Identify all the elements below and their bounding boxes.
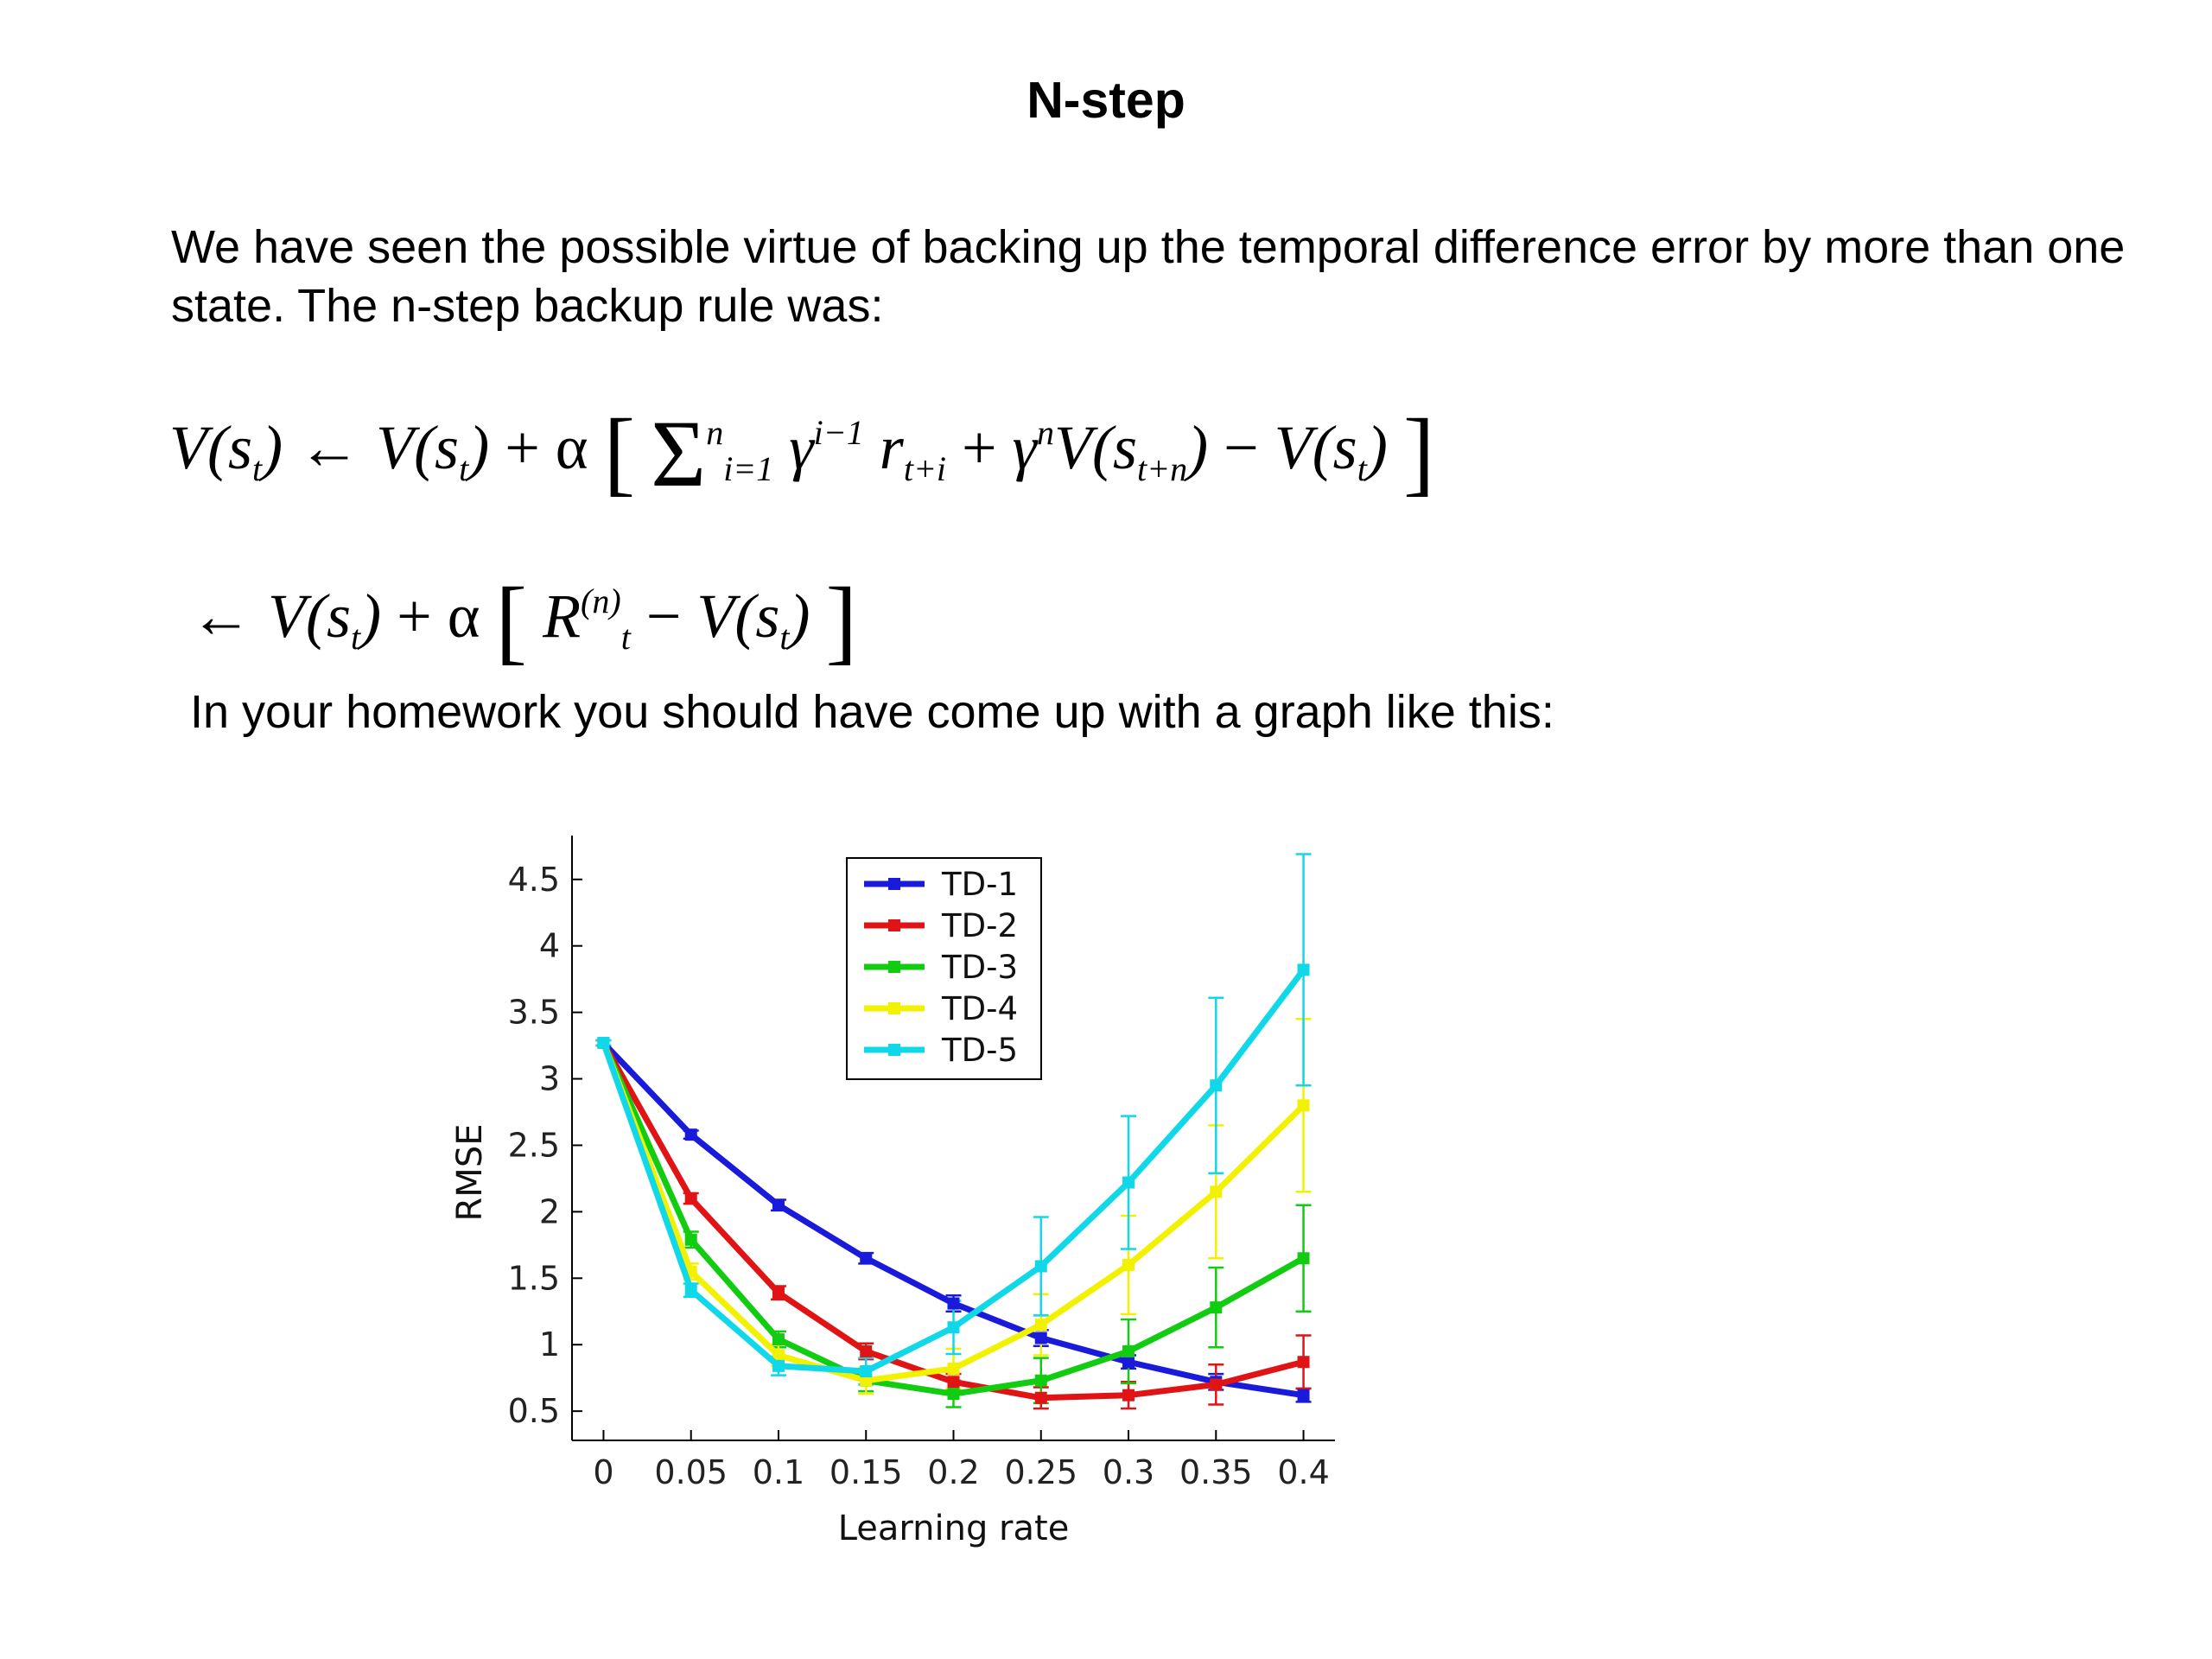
eq-sum-n: n — [706, 413, 724, 452]
data-point — [947, 1362, 960, 1375]
data-point — [1122, 1389, 1135, 1402]
data-point — [1210, 1079, 1223, 1092]
data-point — [1122, 1344, 1135, 1357]
data-point — [772, 1359, 785, 1372]
data-point — [772, 1333, 785, 1346]
rmse-chart: 0.5 1 1.5 2 2.5 3 3.5 4 4.5 0 0.05 0.1 0.15 0.2 0.25 0.… — [450, 836, 1335, 1548]
legend-marker — [888, 1044, 900, 1056]
eq2-bracket-close: ] — [825, 568, 858, 673]
eq-v: V(s — [376, 413, 460, 482]
data-point — [1034, 1332, 1047, 1344]
x-tick-label: 0.1 — [753, 1453, 804, 1491]
y-tick-label: 1 — [539, 1325, 560, 1363]
data-point — [1297, 1252, 1310, 1265]
legend-label: TD-5 — [941, 1032, 1018, 1069]
data-point — [947, 1297, 960, 1310]
legend-label: TD-2 — [941, 907, 1018, 944]
legend-label: TD-4 — [941, 990, 1018, 1027]
x-tick-label: 0.4 — [1277, 1453, 1329, 1491]
data-point — [860, 1365, 873, 1377]
data-point — [684, 1233, 697, 1246]
legend-marker — [888, 1002, 900, 1014]
data-point — [772, 1198, 785, 1211]
eq-sub-t2: t — [459, 449, 469, 488]
slide-title: N-step — [1027, 72, 1185, 129]
data-point — [1034, 1260, 1047, 1273]
x-tick-label: 0.05 — [654, 1453, 728, 1491]
eq2-bracket-open: [ — [495, 568, 528, 673]
data-point — [1297, 963, 1310, 976]
data-point — [947, 1388, 960, 1401]
y-tick-label: 0.5 — [508, 1392, 560, 1430]
x-tick-label: 0.3 — [1103, 1453, 1154, 1491]
x-tick-label: 0.25 — [1004, 1453, 1077, 1491]
eq-exp-one: 1 — [846, 413, 864, 452]
legend-label: TD-3 — [941, 949, 1018, 986]
data-point — [1122, 1176, 1135, 1189]
data-point — [1297, 1099, 1310, 1112]
nstep-equation: V(st) ← V(st) + α [ Σni=1 γi−1 rt+i + γn… — [169, 399, 1435, 506]
x-tick-label: 0.35 — [1179, 1453, 1253, 1491]
data-point — [684, 1192, 697, 1205]
legend-marker — [888, 878, 900, 890]
legend-label: TD-1 — [941, 866, 1018, 903]
sum-icon: Σ — [651, 401, 707, 506]
x-axis-label: Learning rate — [838, 1509, 1070, 1548]
data-point — [597, 1037, 610, 1049]
data-point — [1297, 1389, 1310, 1402]
data-point — [684, 1284, 697, 1297]
chart-series-lines — [597, 963, 1310, 1404]
eq-exp-n: n — [1037, 413, 1055, 452]
data-point — [860, 1252, 873, 1265]
data-point — [860, 1374, 873, 1387]
eq-bracket-open: [ — [603, 399, 636, 505]
data-point — [772, 1287, 785, 1300]
data-point — [1122, 1258, 1135, 1271]
homework-paragraph: In your homework you should have come up… — [190, 686, 1554, 738]
data-point — [1034, 1374, 1047, 1387]
eq2-r: R — [543, 582, 582, 651]
data-point — [1210, 1301, 1223, 1314]
data-point — [1034, 1319, 1047, 1332]
x-tick-label: 0.15 — [830, 1453, 903, 1491]
intro-paragraph: We have seen the possible virtue of back… — [171, 221, 2126, 332]
data-point — [1210, 1378, 1223, 1391]
eq2-rsup: (n) — [581, 582, 621, 620]
data-point — [1297, 1356, 1310, 1369]
x-tick-label: 0 — [593, 1453, 613, 1491]
return-equation: ← V(st) + α [ R(n)t − V(st) ] — [190, 568, 858, 673]
y-tick-label: 3.5 — [508, 994, 560, 1032]
data-point — [1122, 1356, 1135, 1369]
chart-axes: 0.5 1 1.5 2 2.5 3 3.5 4 4.5 0 0.05 0.1 0.15 0.2 0.25 0.… — [450, 836, 1335, 1548]
x-tick-label: 0.2 — [927, 1453, 979, 1491]
y-tick-label: 2.5 — [508, 1126, 560, 1164]
y-axis-label: RMSE — [450, 1124, 490, 1222]
eq-sum-lower: i=1 — [723, 449, 774, 488]
eq2-lhs: ← V(s — [190, 582, 351, 651]
data-point — [1210, 1185, 1223, 1198]
eq-bracket-close: ] — [1402, 399, 1435, 505]
data-point — [947, 1321, 960, 1334]
y-tick-label: 4.5 — [508, 861, 560, 899]
data-point — [1034, 1391, 1047, 1404]
y-tick-label: 3 — [539, 1060, 560, 1098]
data-point — [860, 1344, 873, 1357]
y-tick-label: 2 — [539, 1192, 560, 1230]
y-tick-label: 1.5 — [508, 1259, 560, 1297]
legend-marker — [888, 919, 900, 931]
eq2-sub-t: t — [350, 618, 361, 657]
eq-r: r — [879, 413, 904, 482]
data-point — [947, 1376, 960, 1389]
data-point — [772, 1349, 785, 1362]
eq-lhs: V(s — [169, 413, 252, 482]
eq-arrow: ← — [298, 413, 361, 482]
chart-legend: TD-1 TD-2 TD-3 TD-4 TD-5 — [846, 857, 1042, 1080]
legend-marker — [888, 961, 900, 973]
eq-sub-t: t — [251, 449, 263, 488]
data-point — [684, 1128, 697, 1141]
y-tick-label: 4 — [539, 927, 560, 965]
eq-exp-i: i — [813, 413, 823, 452]
